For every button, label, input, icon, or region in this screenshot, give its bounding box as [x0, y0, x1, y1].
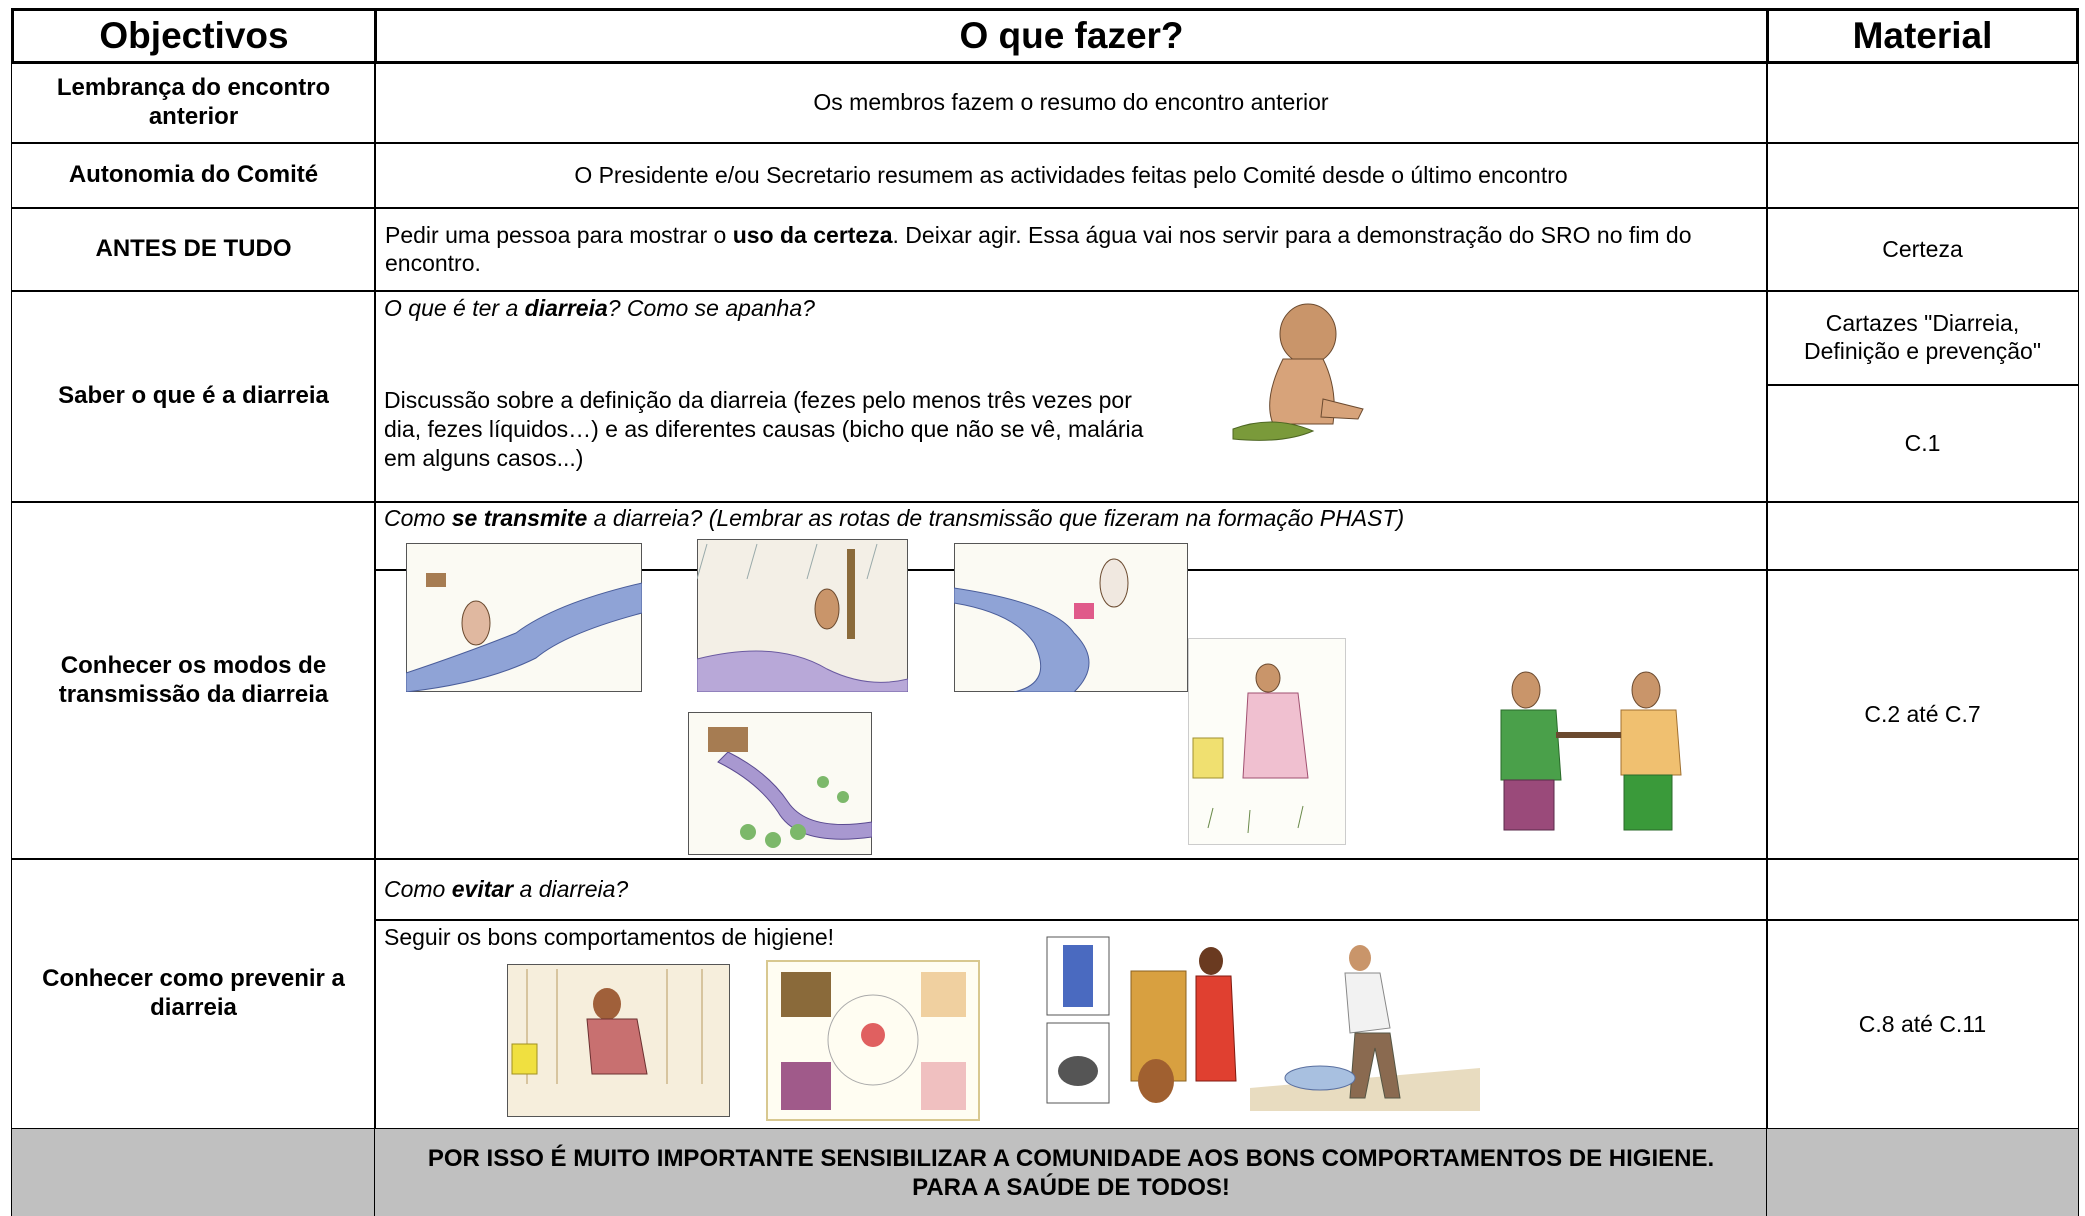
text-part: Como	[384, 876, 452, 902]
objective: Conhecer os modos de transmissão da diar…	[58, 651, 329, 708]
material: C.8 até C.11	[1858, 1010, 1987, 1037]
question: Como evitar a diarreia?	[384, 875, 628, 904]
objective-cell: Conhecer como prevenir a diarreia	[11, 858, 376, 1130]
illustration	[688, 712, 872, 855]
illustration	[507, 964, 730, 1117]
illustration	[1500, 671, 1682, 831]
what-text: O Presidente e/ou Secretario resumem as …	[574, 161, 1568, 188]
material-cell	[1766, 858, 2079, 921]
material: C.1	[1904, 429, 1941, 456]
text-part-bold: uso da certeza	[732, 221, 893, 248]
text-part: ? Como se apanha?	[607, 295, 815, 321]
material-cell: C.2 até C.7	[1766, 569, 2079, 860]
what-cell	[374, 858, 1768, 921]
text-part-bold: diarreia	[524, 295, 608, 321]
objective: Conhecer como prevenir a diarreia	[42, 965, 345, 1021]
text-part-bold: se transmite	[451, 505, 588, 531]
illustration	[954, 543, 1188, 692]
text-part-bold: evitar	[451, 876, 514, 902]
text-part: a diarreia?	[513, 876, 629, 902]
illustration	[1188, 638, 1346, 845]
material-cell: Cartazes "Diarreia, Definição e prevençã…	[1766, 290, 2079, 386]
objective-cell: Lembrança do encontro anterior	[11, 61, 376, 144]
text-part: Como	[384, 505, 452, 531]
footer-text: POR ISSO É MUITO IMPORTANTE SENSIBILIZAR…	[427, 1145, 1715, 1201]
what-text: Discussão sobre a definição da diarreia …	[384, 387, 1144, 471]
material-cell: Certeza	[1766, 207, 2079, 292]
text-part: O que é ter a	[384, 295, 525, 321]
what-cell: Os membros fazem o resumo do encontro an…	[374, 61, 1768, 144]
question: Como se transmite a diarreia? (Lembrar a…	[384, 504, 1404, 533]
material-cell: C.8 até C.11	[1766, 919, 2079, 1130]
footer-cell: POR ISSO É MUITO IMPORTANTE SENSIBILIZAR…	[374, 1128, 1768, 1216]
objective-cell: Autonomia do Comité	[11, 142, 376, 209]
what-text: Os membros fazem o resumo do encontro an…	[813, 88, 1329, 115]
header-what: O que fazer?	[959, 14, 1184, 56]
what-text: Pedir uma pessoa para mostrar o uso da c…	[385, 222, 1757, 277]
illustration	[766, 960, 980, 1121]
objective: Saber o que é a diarreia	[58, 382, 329, 410]
material: Certeza	[1882, 235, 1963, 262]
objective-cell: ANTES DE TUDO	[11, 207, 376, 292]
what-text: Seguir os bons comportamentos de higiene…	[384, 924, 835, 950]
what-cell: O Presidente e/ou Secretario resumem as …	[374, 142, 1768, 209]
material: Cartazes "Diarreia, Definição e prevençã…	[1803, 310, 2042, 364]
header-objective: Objectivos	[99, 14, 289, 56]
illustration	[697, 539, 908, 692]
header-cell: Objectivos	[11, 8, 377, 64]
objective: Lembrança do encontro anterior	[56, 73, 331, 130]
material-cell: C.1	[1766, 384, 2079, 503]
header-cell: O que fazer?	[374, 8, 1769, 64]
illustration	[1046, 936, 1237, 1104]
what-cell: Pedir uma pessoa para mostrar o uso da c…	[374, 207, 1768, 292]
header-material: Material	[1852, 14, 1993, 56]
footer-cell	[1766, 1128, 2079, 1216]
material-cell	[1766, 61, 2079, 144]
text-part: Pedir uma pessoa para mostrar o	[385, 221, 733, 248]
objective-cell: Conhecer os modos de transmissão da diar…	[11, 501, 376, 860]
material: C.2 até C.7	[1864, 700, 1981, 727]
text-part: . Deixar agir. Essa água vai nos servir …	[385, 221, 1692, 276]
header-cell: Material	[1766, 8, 2079, 64]
objective: Autonomia do Comité	[68, 161, 319, 189]
objective: ANTES DE TUDO	[95, 235, 292, 263]
footer-cell	[11, 1128, 376, 1216]
illustration	[406, 543, 642, 692]
objective-cell: Saber o que é a diarreia	[11, 290, 376, 503]
text-part: a diarreia? (Lembrar as rotas de transmi…	[587, 505, 1405, 531]
question: O que é ter a diarreia? Como se apanha?	[384, 294, 815, 323]
illustration	[1232, 303, 1364, 441]
material-cell	[1766, 501, 2079, 571]
what-cell	[374, 290, 1768, 503]
illustration	[1250, 945, 1480, 1111]
material-cell	[1766, 142, 2079, 209]
